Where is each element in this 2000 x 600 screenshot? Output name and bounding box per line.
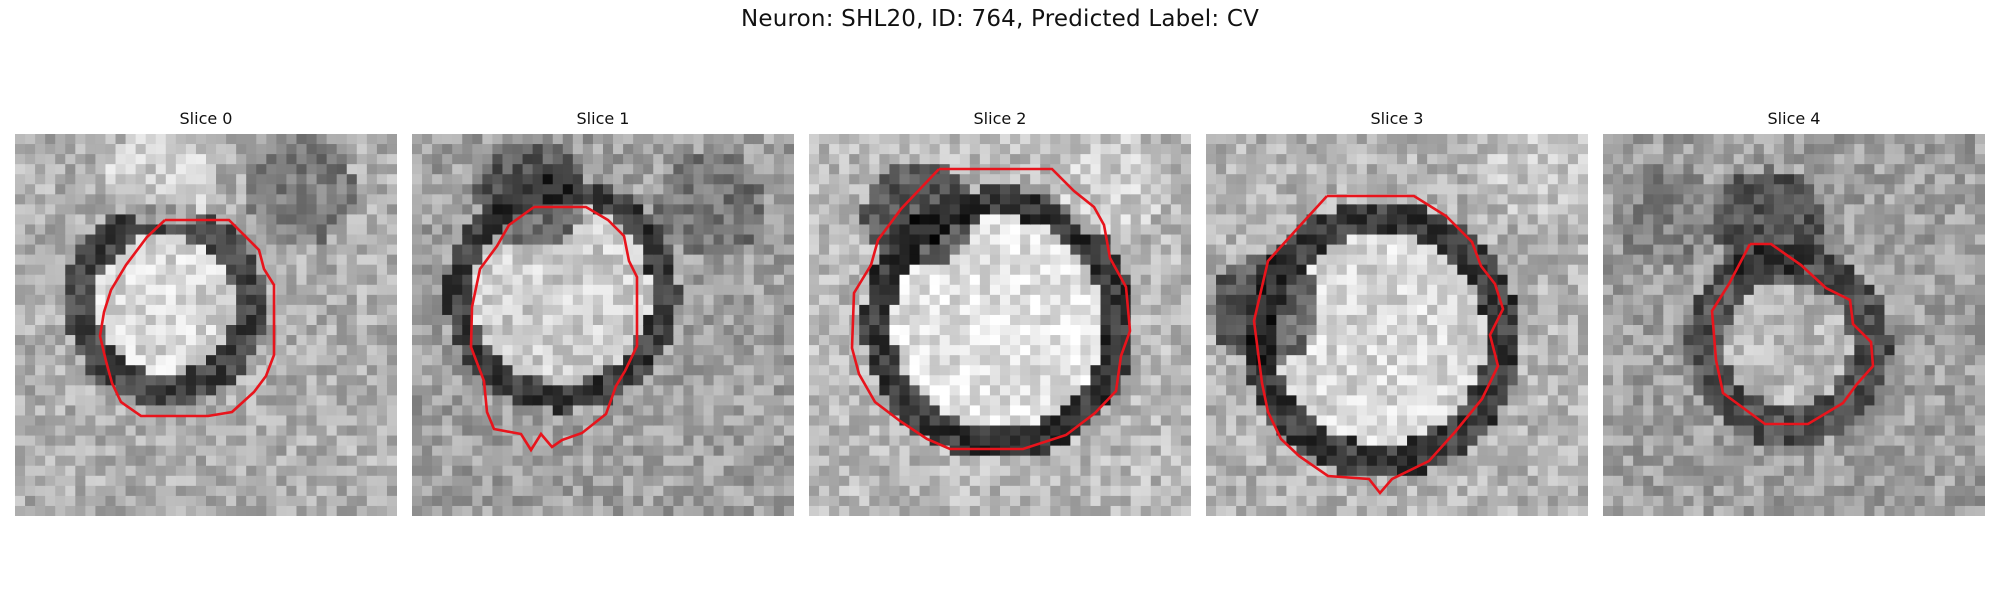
roi-contour-2	[850, 167, 1132, 451]
slice-title-4: Slice 4	[1767, 109, 1821, 128]
slice-panel-4: Slice 4	[1603, 108, 1985, 516]
figure-title: Neuron: SHL20, ID: 764, Predicted Label:…	[740, 6, 1260, 32]
roi-contour-0	[98, 218, 276, 418]
roi-contour-4	[1710, 242, 1875, 426]
slice-panel-0: Slice 0	[15, 108, 397, 516]
slice-image-3	[1206, 134, 1588, 516]
slice-title-0: Slice 0	[179, 109, 233, 128]
roi-contour-3	[1252, 194, 1505, 496]
slice-title-1: Slice 1	[576, 109, 630, 128]
slice-image-4	[1603, 134, 1985, 516]
slice-panel-3: Slice 3	[1206, 108, 1588, 516]
slice-image-2	[809, 134, 1191, 516]
slice-panel-2: Slice 2	[809, 108, 1191, 516]
slice-panel-1: Slice 1	[412, 108, 794, 516]
roi-contour-1	[469, 205, 639, 453]
slice-image-1	[412, 134, 794, 516]
slice-title-2: Slice 2	[973, 109, 1027, 128]
slice-title-3: Slice 3	[1370, 109, 1424, 128]
slice-image-0	[15, 134, 397, 516]
